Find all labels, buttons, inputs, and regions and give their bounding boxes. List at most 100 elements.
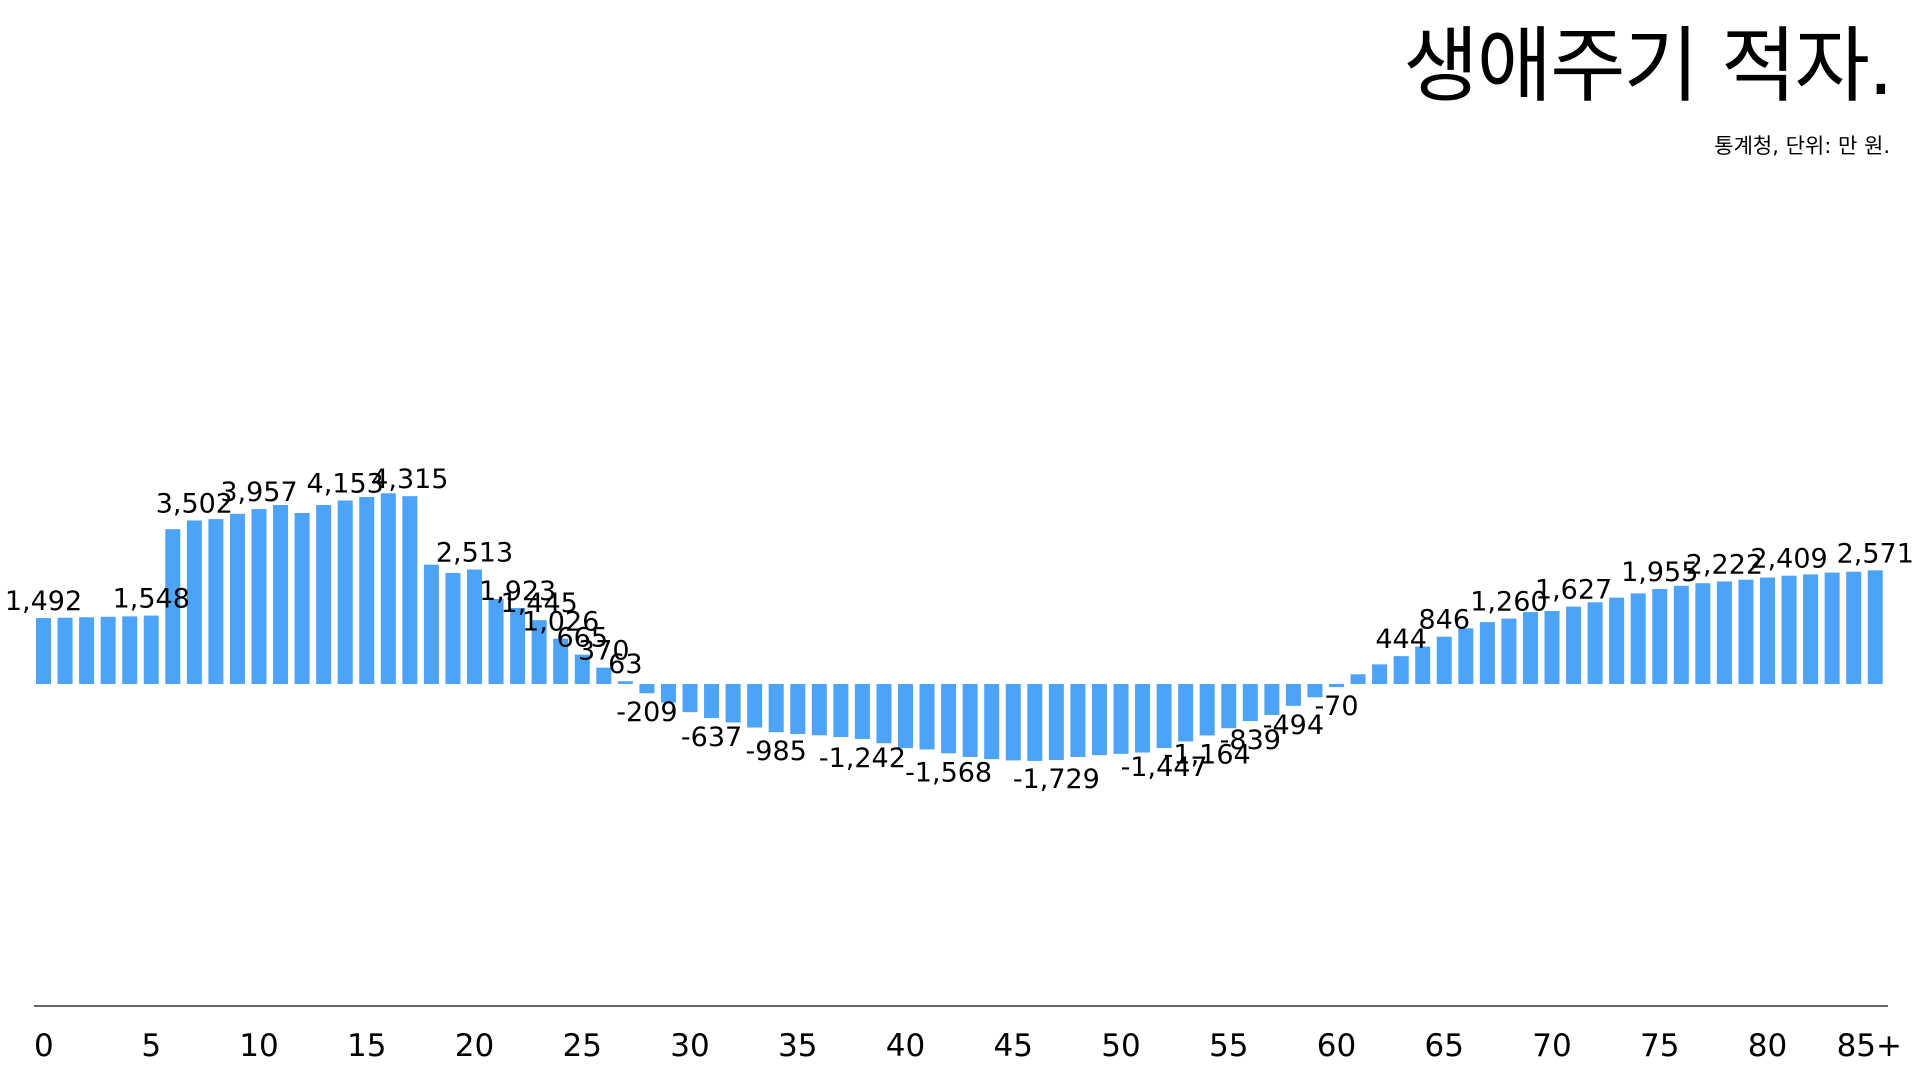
bar-age-10 (251, 509, 267, 684)
data-label: 3,957 (220, 477, 297, 508)
x-tick-label: 30 (670, 1028, 709, 1064)
bar-age-58 (1285, 684, 1301, 706)
bar-age-57 (1264, 684, 1280, 715)
bar-age-48 (1070, 684, 1086, 757)
x-tick-label: 60 (1317, 1028, 1356, 1064)
bar-age-82 (1803, 574, 1819, 684)
x-tick-label: 40 (886, 1028, 925, 1064)
data-label: -637 (681, 722, 742, 753)
bar-age-46 (1027, 684, 1043, 761)
bar-age-22 (510, 607, 526, 684)
data-label: 2,513 (436, 538, 513, 569)
bar-age-40 (898, 684, 913, 749)
x-tick-label: 35 (778, 1028, 817, 1064)
x-tick-label: 0 (34, 1028, 54, 1064)
bar-age-70 (1544, 611, 1560, 684)
bar-age-47 (1048, 684, 1064, 761)
data-label: 1,955 (1621, 557, 1698, 588)
bar-age-77 (1695, 583, 1711, 684)
data-label: -494 (1263, 710, 1324, 741)
data-label: 2,409 (1750, 544, 1827, 575)
data-label: 1,548 (113, 584, 190, 615)
chart-title: 생애주기 적자. (1403, 19, 1894, 114)
bar-age-30 (682, 684, 698, 713)
bar-age-51 (1135, 684, 1151, 753)
data-label: -1,729 (1013, 764, 1100, 795)
bar-age-0 (36, 618, 51, 684)
bar-age-21 (488, 599, 504, 684)
bar-age-41 (919, 684, 935, 750)
bar-age-20 (467, 569, 482, 684)
bar-age-6 (165, 529, 181, 684)
bar-age-2 (79, 617, 95, 684)
bar-age-39 (876, 684, 892, 744)
data-label: -1,568 (905, 757, 992, 788)
bar-age-5 (143, 615, 159, 684)
bar-age-15 (359, 497, 375, 684)
x-tick-label: 5 (141, 1028, 161, 1064)
x-tick-label: 25 (563, 1028, 602, 1064)
data-label: -70 (1314, 691, 1358, 722)
bar-age-37 (833, 684, 849, 738)
bar-age-33 (747, 684, 763, 728)
bar-age-68 (1501, 618, 1517, 684)
x-tick-label: 15 (347, 1028, 386, 1064)
x-tick-label: 85+ (1837, 1028, 1902, 1064)
data-label: -1,164 (1164, 739, 1251, 770)
data-label: -1,242 (819, 743, 906, 774)
bar-age-79 (1738, 579, 1754, 684)
bar-age-29 (660, 684, 676, 703)
bar-age-81 (1781, 575, 1797, 684)
bar-age-19 (445, 572, 461, 684)
bar-age-76 (1673, 585, 1689, 684)
bar-age-54 (1199, 684, 1215, 736)
bar-age-74 (1630, 593, 1646, 684)
data-label: 444 (1375, 624, 1427, 655)
bar-age-69 (1522, 612, 1538, 684)
data-label: 1,492 (5, 586, 82, 617)
bar-age-71 (1566, 606, 1582, 684)
data-label: 1,260 (1470, 587, 1547, 618)
bar-age-61 (1350, 674, 1366, 684)
bar-age-52 (1156, 684, 1172, 748)
bar-age-16 (380, 493, 396, 684)
bar-age-38 (854, 684, 870, 739)
bar-age-66 (1458, 628, 1474, 684)
bar-age-42 (941, 684, 957, 754)
bar-age-64 (1415, 646, 1431, 684)
x-tick-label: 75 (1640, 1028, 1679, 1064)
bar-age-13 (316, 504, 332, 684)
data-label: 1,445 (501, 588, 578, 619)
bar-age-35 (790, 684, 806, 734)
bar-age-43 (962, 684, 978, 757)
bar-age-78 (1716, 581, 1732, 684)
bar-age-28 (639, 684, 655, 694)
bar-age-18 (423, 564, 439, 684)
x-axis-ticks: 0 5 10 15 20 25 30 35 40 45 50 55 60 65 70 75 80 85+ (34, 1028, 1902, 1064)
bar-age-24 (553, 638, 569, 684)
bar-age-60 (1329, 684, 1344, 688)
bar-age-36 (811, 684, 827, 736)
bar-age-3 (100, 616, 116, 684)
bar-age-31 (704, 684, 720, 719)
data-label: 2,571 (1837, 538, 1914, 569)
bar-age-49 (1091, 684, 1107, 756)
bar-age-8 (208, 519, 224, 684)
x-tick-label: 50 (1101, 1028, 1140, 1064)
data-label: -839 (1220, 725, 1281, 756)
bar-age-9 (229, 513, 245, 684)
data-label: 3,502 (156, 488, 233, 519)
bar-age-34 (768, 684, 784, 733)
data-label: -1,447 (1121, 752, 1208, 783)
bar-age-56 (1242, 684, 1258, 722)
x-tick-label: 10 (239, 1028, 278, 1064)
data-label: 1,026 (522, 607, 599, 638)
x-tick-label: 45 (994, 1028, 1033, 1064)
bar-age-11 (273, 504, 289, 684)
bar-age-27 (617, 681, 633, 684)
bar-age-25 (574, 654, 590, 684)
data-label: 2,222 (1686, 549, 1763, 580)
bar-age-14 (337, 500, 353, 684)
